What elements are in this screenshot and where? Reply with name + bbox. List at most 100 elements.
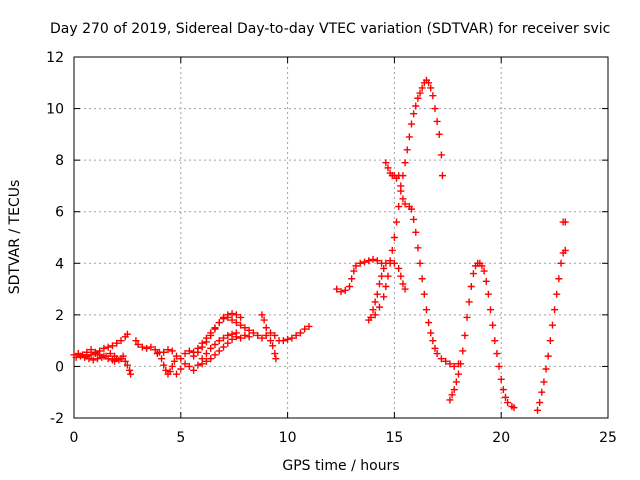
data-point	[249, 329, 257, 337]
data-point	[207, 344, 215, 352]
y-tick-label: 0	[55, 359, 64, 375]
data-point	[373, 290, 381, 298]
data-point	[463, 313, 471, 321]
y-tick-label: 10	[46, 102, 64, 118]
data-point	[429, 92, 437, 100]
data-point	[284, 335, 292, 343]
data-point	[555, 275, 563, 283]
data-point	[113, 339, 121, 347]
data-point	[198, 343, 206, 351]
data-point	[395, 264, 403, 272]
data-point	[478, 262, 486, 270]
data-point	[296, 329, 304, 337]
data-marks	[70, 76, 569, 414]
data-point	[198, 360, 206, 368]
data-point	[388, 246, 396, 254]
data-point	[190, 366, 198, 374]
data-point	[395, 172, 403, 180]
data-point	[267, 329, 275, 337]
data-point	[215, 347, 223, 355]
data-point	[484, 290, 492, 298]
data-point	[168, 347, 176, 355]
data-point	[123, 330, 131, 338]
data-point	[245, 333, 253, 341]
data-point	[269, 342, 277, 350]
data-point	[258, 334, 266, 342]
data-point	[395, 203, 403, 211]
data-point	[93, 355, 101, 363]
y-tick-label: 8	[55, 153, 64, 169]
data-point	[425, 79, 433, 87]
data-point	[380, 264, 388, 272]
data-point	[76, 352, 84, 360]
y-tick-label: 4	[55, 256, 64, 272]
data-point	[365, 257, 373, 265]
grid	[74, 57, 608, 418]
data-point	[420, 290, 428, 298]
data-point	[410, 215, 418, 223]
data-point	[254, 331, 262, 339]
data-point	[111, 357, 119, 365]
plot-frame	[73, 56, 609, 419]
data-point	[305, 322, 313, 330]
data-point	[405, 133, 413, 141]
data-point	[220, 343, 228, 351]
data-point	[435, 130, 443, 138]
data-point	[393, 218, 401, 226]
data-point	[450, 362, 458, 370]
data-point	[431, 344, 439, 352]
data-point	[457, 360, 465, 368]
x-tick-label: 25	[599, 430, 617, 446]
data-point	[414, 244, 422, 252]
data-point	[534, 406, 542, 414]
data-point	[232, 333, 240, 341]
data-point	[371, 298, 379, 306]
data-point	[446, 360, 454, 368]
x-tick-label: 10	[279, 430, 297, 446]
data-point	[350, 267, 358, 275]
data-point	[237, 334, 245, 342]
data-point	[410, 110, 418, 118]
data-point	[465, 298, 473, 306]
data-point	[499, 386, 507, 394]
data-point	[215, 337, 223, 345]
data-point	[427, 329, 435, 337]
data-point	[446, 396, 454, 404]
data-point	[412, 102, 420, 110]
data-point	[427, 84, 435, 92]
data-point	[546, 337, 554, 345]
data-point	[461, 331, 469, 339]
data-point	[134, 341, 142, 349]
data-point	[151, 346, 159, 354]
data-point	[356, 259, 364, 267]
data-point	[207, 355, 215, 363]
data-point	[215, 319, 223, 327]
data-point	[438, 172, 446, 180]
data-point	[185, 362, 193, 370]
data-point	[418, 275, 426, 283]
data-point	[407, 120, 415, 128]
data-point	[382, 159, 390, 167]
data-point	[121, 357, 129, 365]
data-point	[386, 259, 394, 267]
data-point	[232, 311, 240, 319]
data-point	[177, 365, 185, 373]
data-point	[480, 267, 488, 275]
data-point	[442, 357, 450, 365]
data-point	[416, 89, 424, 97]
data-point	[544, 352, 552, 360]
data-point	[89, 356, 97, 364]
data-point	[224, 339, 232, 347]
x-tick-label: 15	[385, 430, 403, 446]
data-point	[117, 337, 125, 345]
x-tick-label: 5	[176, 430, 185, 446]
data-point	[454, 370, 462, 378]
data-point	[348, 275, 356, 283]
data-point	[538, 388, 546, 396]
data-point	[211, 341, 219, 349]
data-point	[482, 277, 490, 285]
data-point	[72, 353, 80, 361]
data-point	[237, 313, 245, 321]
data-point	[207, 331, 215, 339]
